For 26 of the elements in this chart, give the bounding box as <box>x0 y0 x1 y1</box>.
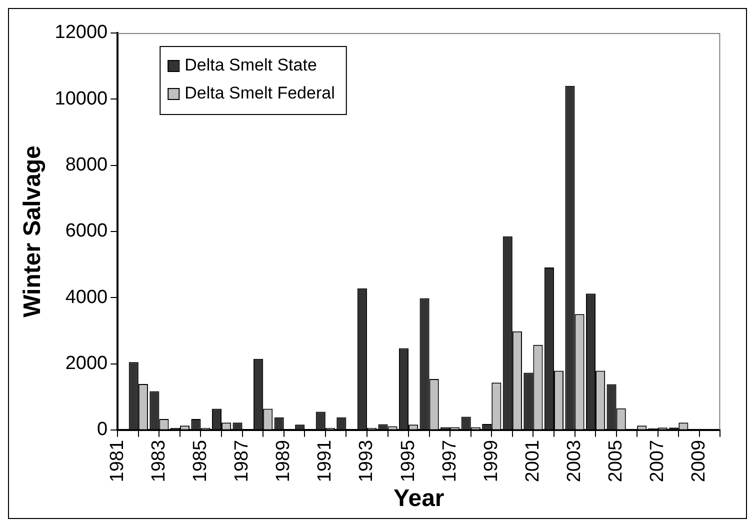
x-tick-label: 2003 <box>564 440 585 482</box>
y-tick-label: 8000 <box>65 154 108 176</box>
x-tick-label: 1985 <box>190 440 211 482</box>
x-tick-label: 1981 <box>106 440 128 482</box>
x-tick-label: 1991 <box>314 440 336 482</box>
x-tick-label: 1989 <box>273 440 294 482</box>
x-tick-label: 1995 <box>398 440 419 482</box>
x-tick-label: 2007 <box>647 440 668 482</box>
x-tick-label: 2005 <box>606 440 627 482</box>
y-tick-label: 6000 <box>65 220 108 242</box>
x-axis-title: Year <box>394 485 444 512</box>
x-tick-label: 1993 <box>356 440 378 482</box>
x-tick-label: 2001 <box>522 440 544 482</box>
x-tick-label: 2009 <box>688 440 710 482</box>
legend-label: Delta Smelt Federal <box>184 84 335 103</box>
x-tick-label: 1987 <box>232 440 253 482</box>
y-tick-label: 10000 <box>54 88 108 110</box>
x-tick-label: 1999 <box>480 440 502 482</box>
y-tick-label: 2000 <box>65 353 108 374</box>
y-tick-label: 12000 <box>54 22 108 44</box>
y-tick-label: 0 <box>97 419 108 440</box>
y-tick-label: 4000 <box>65 286 108 308</box>
x-tick-label: 1983 <box>148 440 170 482</box>
legend-label: Delta Smelt State <box>184 56 317 75</box>
y-axis-title: Winter Salvage <box>19 146 46 318</box>
x-tick-label: 1997 <box>439 440 460 482</box>
